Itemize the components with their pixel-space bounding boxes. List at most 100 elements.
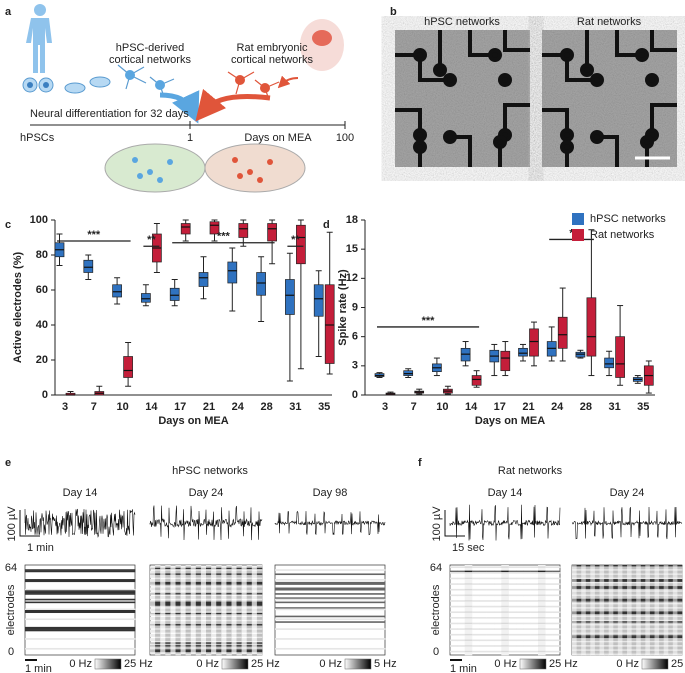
raster-cell — [677, 652, 683, 654]
raster-cell — [654, 618, 660, 621]
raster-cell — [206, 576, 212, 578]
raster-cell — [608, 621, 614, 623]
raster-cell — [464, 608, 473, 611]
raster-cell — [472, 566, 480, 569]
raster-cell — [585, 581, 591, 584]
raster-cell — [672, 579, 678, 581]
raster-cell — [590, 608, 596, 611]
raster-cell — [538, 591, 546, 594]
raster-cell — [155, 602, 161, 605]
raster-cell — [590, 621, 596, 623]
raster-cell — [594, 639, 600, 642]
raster-cell — [594, 566, 600, 569]
raster-cell — [608, 629, 614, 632]
raster-cell — [572, 579, 577, 581]
raster-cell — [226, 601, 232, 604]
raster-cell — [594, 633, 600, 636]
raster-cell — [645, 639, 651, 642]
raster-cell — [538, 612, 546, 615]
raster-cell — [275, 583, 386, 585]
raster-cell — [617, 590, 623, 592]
raster-cell — [256, 588, 263, 591]
raster-cell — [200, 587, 207, 590]
raster-cell — [486, 570, 495, 573]
raster-cell — [256, 566, 263, 569]
raster-cell — [640, 601, 646, 604]
raster-cell — [155, 574, 161, 577]
raster-cell — [165, 649, 171, 651]
raster-cell — [668, 572, 674, 574]
raster-cell — [672, 570, 678, 573]
raster-cell — [659, 631, 664, 633]
raster-cell — [654, 612, 660, 615]
raster-cell — [523, 566, 531, 569]
raster-cell — [617, 650, 623, 653]
raster-cell — [226, 639, 232, 642]
raster-cell — [160, 584, 166, 587]
raster-cell — [170, 617, 176, 619]
raster-cell — [200, 622, 207, 625]
raster-cell — [538, 574, 546, 577]
raster-cell — [236, 653, 242, 656]
raster-cell — [226, 587, 232, 590]
raster-cell — [640, 628, 646, 630]
raster-cell — [160, 605, 166, 608]
raster-cell — [668, 625, 674, 628]
raster-cell — [155, 577, 161, 580]
raster-cell — [631, 626, 637, 629]
raster-cell — [211, 650, 217, 653]
raster-cell — [190, 622, 197, 625]
raster-cell — [627, 631, 632, 633]
raster-cell — [200, 621, 207, 623]
raster-cell — [231, 624, 237, 626]
raster-cell — [155, 643, 161, 646]
raster-cell — [636, 600, 642, 602]
raster-cell — [231, 612, 237, 615]
raster-cell — [246, 598, 253, 601]
raster-cell — [246, 588, 253, 591]
raster-cell — [654, 638, 660, 640]
raster-cell — [622, 640, 628, 643]
raster-cell — [185, 629, 191, 632]
colorbar-label: 25 Hz — [671, 658, 685, 670]
raster-cell — [604, 622, 609, 625]
raster-cell — [668, 647, 674, 650]
raster-cell — [608, 626, 614, 629]
raster-cell — [654, 625, 660, 628]
raster-cell — [645, 566, 651, 569]
raster-cell — [175, 619, 181, 622]
raster-cell — [185, 636, 191, 639]
raster-cell — [631, 628, 637, 630]
raster-cell — [155, 618, 161, 621]
raster-cell — [508, 633, 517, 636]
raster-cell — [501, 569, 509, 571]
raster-cell — [523, 583, 531, 585]
raster-cell — [608, 565, 614, 567]
raster-cell — [221, 618, 227, 621]
raster-cell — [622, 652, 628, 654]
raster-cell — [170, 587, 176, 590]
raster-cell — [572, 645, 577, 647]
raster-cell — [613, 597, 619, 599]
raster-cell — [617, 608, 623, 611]
raster-cell — [572, 565, 577, 567]
raster-cell — [608, 640, 614, 643]
box — [586, 297, 597, 357]
raster-cell — [508, 583, 517, 585]
raster-cell — [195, 612, 202, 615]
raster-cell — [241, 646, 247, 649]
raster-cell — [613, 650, 619, 653]
raster-cell — [200, 625, 207, 628]
raster-cell — [155, 576, 161, 578]
raster-cell — [165, 646, 171, 649]
box — [518, 347, 528, 357]
raster-cell — [654, 629, 660, 632]
raster-cell — [581, 618, 587, 621]
raster-cell — [464, 646, 473, 649]
raster-cell — [150, 621, 156, 623]
raster-cell — [221, 610, 227, 612]
raster-cell — [185, 608, 191, 611]
raster-cell — [608, 646, 614, 649]
raster-cell — [216, 591, 222, 594]
raster-cell — [659, 567, 664, 570]
